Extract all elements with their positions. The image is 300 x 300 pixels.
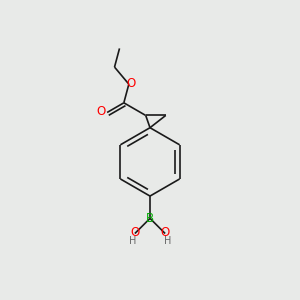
Text: O: O <box>127 77 136 90</box>
Text: O: O <box>160 226 170 239</box>
Text: O: O <box>130 226 140 239</box>
Text: H: H <box>129 236 136 246</box>
Text: H: H <box>164 236 171 246</box>
Text: B: B <box>146 212 154 225</box>
Text: O: O <box>96 105 105 119</box>
